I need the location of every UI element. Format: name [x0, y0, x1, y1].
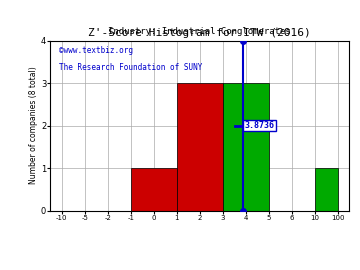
Text: Industry: Industrial Conglomerates: Industry: Industrial Conglomerates	[108, 27, 291, 36]
Bar	[223, 83, 269, 211]
Bar	[131, 168, 177, 211]
Text: The Research Foundation of SUNY: The Research Foundation of SUNY	[59, 63, 203, 72]
Bar	[177, 83, 223, 211]
Bar	[315, 168, 338, 211]
Y-axis label: Number of companies (8 total): Number of companies (8 total)	[29, 67, 38, 184]
Title: Z'-Score Histogram for ITW (2016): Z'-Score Histogram for ITW (2016)	[89, 28, 311, 38]
Text: 3.8736: 3.8736	[245, 121, 275, 130]
Text: ©www.textbiz.org: ©www.textbiz.org	[59, 46, 133, 55]
